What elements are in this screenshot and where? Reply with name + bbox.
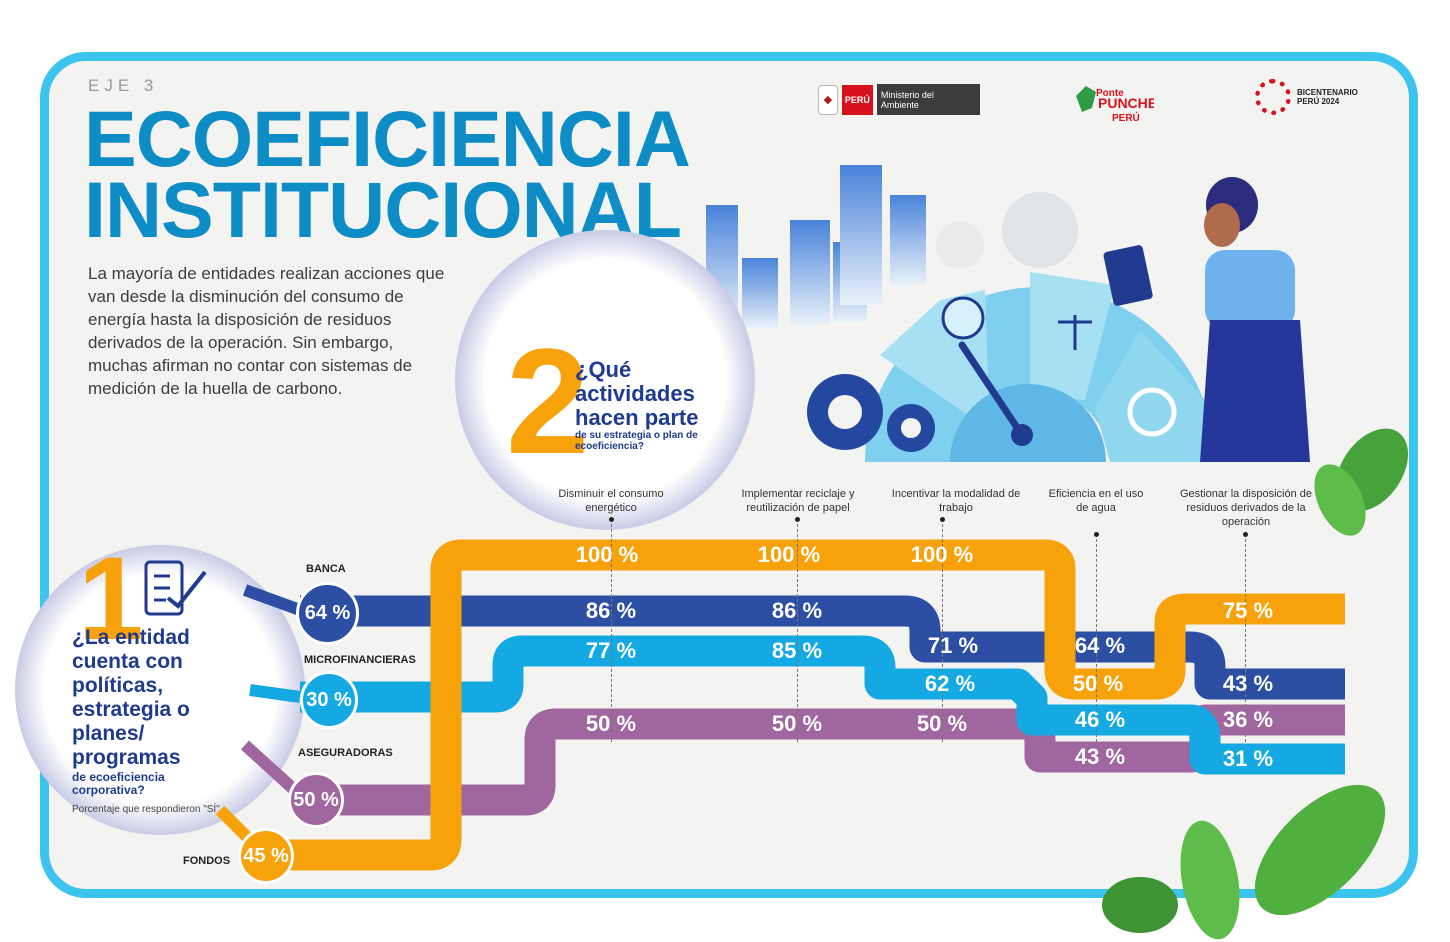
question-2-title: ¿Qué actividades hacen parte	[575, 357, 699, 430]
intro-paragraph: La mayoría de entidades realizan accione…	[88, 264, 445, 398]
activity-header-paper: Implementar reciclaje y reutilización de…	[741, 488, 855, 514]
value-label-microfinancieras: 46 %	[1074, 707, 1126, 732]
peru-map-icon	[1076, 86, 1096, 112]
value-label-aseguradoras: 50 %	[771, 711, 823, 736]
value-label-aseguradoras: 50 %	[585, 711, 637, 736]
peru-text: PERÚ	[1112, 111, 1140, 124]
gears-icon	[807, 374, 935, 452]
activity-guide-line	[1096, 539, 1097, 742]
value-label-fondos: 100 %	[910, 542, 974, 567]
activity-guide-line	[611, 524, 612, 742]
activity-dot	[1243, 532, 1248, 537]
ponte-punche-logo: Ponte PUNCHE PERÚ	[1076, 86, 1154, 124]
title-line-1: ECOEFICIENCIA	[84, 94, 691, 183]
policy-badge-fondos: 45 %	[238, 828, 294, 884]
value-label-microfinancieras: 31 %	[1222, 746, 1274, 771]
ponte-text: Ponte	[1096, 88, 1124, 99]
value-label-aseguradoras: 36 %	[1222, 707, 1274, 732]
peru-shield-icon: ◆	[818, 84, 838, 115]
bicentenario-label: BICENTENARIO PERÚ 2024	[1297, 88, 1358, 106]
question-1-title: ¿La entidad cuenta con políticas, estrat…	[72, 626, 190, 769]
bicentenario-ring-icon	[1255, 79, 1291, 115]
policy-badge-aseguradoras: 50 %	[288, 772, 344, 828]
bicentenario-logo: BICENTENARIO PERÚ 2024	[1255, 79, 1358, 115]
value-label-fondos: 100 %	[757, 542, 821, 567]
activity-header-work: Incentivar la modalidad de trabajo	[891, 488, 1021, 514]
activity-dot	[795, 517, 800, 522]
band-microfinancieras	[300, 635, 1345, 775]
activity-guide-line	[1245, 539, 1246, 742]
sector-label-banca: BANCA	[306, 563, 346, 575]
value-label-banca: 86 %	[771, 598, 823, 623]
sector-label-aseguradoras: ASEGURADORAS	[298, 747, 393, 759]
clipboard-check-icon	[144, 560, 207, 616]
woman-figure-icon	[1103, 177, 1310, 462]
value-label-banca: 86 %	[585, 598, 637, 623]
value-label-microfinancieras: 77 %	[585, 638, 637, 663]
question-2-halo	[455, 230, 755, 530]
gear-bg-icon	[1002, 192, 1078, 268]
activity-dot	[940, 517, 945, 522]
value-label-microfinancieras: 62 %	[924, 671, 976, 696]
sector-label-fondos: FONDOS	[183, 855, 231, 867]
value-label-aseguradoras: 50 %	[916, 711, 968, 736]
question-1-halo	[15, 545, 305, 835]
activity-guide-line	[942, 524, 943, 742]
question-2-subtitle: de su estrategia o plan de ecoeficiencia…	[575, 430, 698, 452]
activity-guide-line	[797, 524, 798, 742]
ministerio-label: Ministerio del Ambiente	[876, 84, 980, 115]
activity-dot	[609, 517, 614, 522]
minam-logo: ◆ PERÚ Ministerio del Ambiente	[818, 83, 980, 116]
question-1-note: Porcentaje que respondieron "SÍ"	[72, 804, 220, 815]
value-label-banca: 64 %	[1074, 633, 1126, 658]
value-label-fondos: 75 %	[1222, 598, 1274, 623]
buildings-icon	[706, 165, 926, 328]
policy-badge-microfinancieras: 30 %	[300, 671, 358, 729]
leader-banca	[242, 584, 303, 616]
policy-badge-banca: 64 %	[296, 582, 359, 645]
question-1-number: 1	[78, 533, 144, 665]
peru-label: PERÚ	[841, 84, 873, 115]
value-label-microfinancieras: 85 %	[771, 638, 823, 663]
value-label-fondos: 50 %	[1072, 671, 1124, 696]
activity-dot	[1094, 532, 1099, 537]
activity-header-waste: Gestionar la disposición de residuos der…	[1179, 488, 1313, 528]
leaves-icon	[1102, 428, 1409, 940]
question-1-subtitle: de ecoeficiencia corporativa?	[72, 770, 165, 797]
value-label-banca: 43 %	[1222, 671, 1274, 696]
eje-label: EJE 3	[88, 76, 159, 95]
punche-text: PUNCHE	[1098, 95, 1154, 111]
sector-label-microfinancieras: MICROFINANCIERAS	[304, 654, 416, 666]
gear-bg-icon	[936, 221, 984, 269]
gauge-icon	[865, 272, 1215, 462]
question-2-number: 2	[506, 317, 590, 485]
leader-microfinancieras	[249, 684, 301, 703]
band-fondos	[268, 539, 1345, 871]
value-label-fondos: 100 %	[575, 542, 639, 567]
value-label-aseguradoras: 43 %	[1074, 744, 1126, 769]
activity-header-water: Eficiencia en el uso de agua	[1048, 488, 1144, 514]
activity-header-energy: Disminuir el consumo energético	[558, 488, 664, 514]
value-label-banca: 71 %	[927, 633, 979, 658]
